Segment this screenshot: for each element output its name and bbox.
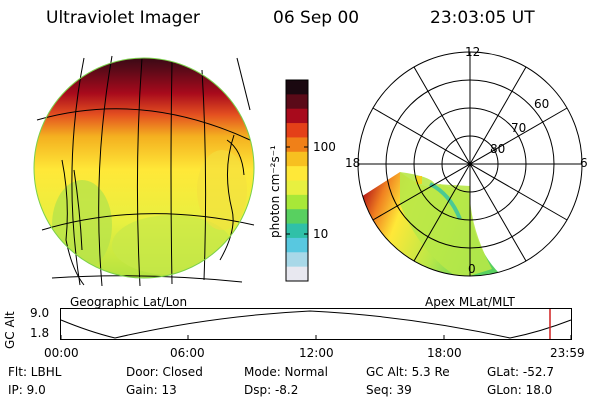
mode-field: Mode: Normal [244,365,328,379]
colorbar-swatch [286,180,308,196]
altitude-xtick-1: 06:00 [170,346,205,360]
altitude-xtick-2: 12:00 [299,346,334,360]
mlt-label-0: 0 [468,262,476,276]
lat-label-80: 80 [490,142,506,156]
flt-field: Flt: LBHL [8,365,62,379]
mlt-label-12: 12 [465,45,481,59]
altitude-ylabel: GC Alt [3,311,17,349]
colorbar-swatch [286,237,308,253]
colorbar-swatch [286,137,308,153]
mlt-label-18: 18 [345,156,361,170]
lat-label-70: 70 [511,121,527,135]
colorbar-swatch [286,108,308,124]
glon-field: GLon: 18.0 [487,383,553,397]
seq-field: Seq: 39 [366,383,412,397]
colorbar-swatch [286,123,308,138]
altitude-plot [60,308,572,340]
colorbar-swatch [286,80,308,95]
time-label: 23:03:05 UT [430,8,535,28]
globe-caption: Geographic Lat/Lon [70,295,188,309]
colorbar-tick-100: 100 [313,140,336,154]
colorbar [285,79,309,282]
colorbar-swatch [286,209,308,225]
glat-field: GLat: -52.7 [487,365,554,379]
instrument-title: Ultraviolet Imager [46,8,200,28]
altitude-xtick-4: 23:59 [550,346,585,360]
colorbar-swatch [286,223,308,239]
colorbar-unit-label: photon cm⁻²s⁻¹ [268,145,282,238]
gain-field: Gain: 13 [126,383,177,397]
colorbar-swatch [286,94,308,110]
gc-alt-field: GC Alt: 5.3 Re [366,365,450,379]
colorbar-swatch [286,194,308,210]
altitude-xtick-0: 00:00 [44,346,79,360]
globe-image [33,55,255,287]
altitude-ytick-low: 1.8 [30,326,50,340]
polar-plot [357,51,583,277]
altitude-ytick-high: 9.0 [30,306,50,320]
date-label: 06 Sep 00 [273,8,360,28]
colorbar-swatch [286,252,308,268]
door-field: Door: Closed [126,365,203,379]
altitude-xtick-3: 18:00 [427,346,462,360]
polar-caption: Apex MLat/MLT [425,295,515,309]
dsp-field: Dsp: -8.2 [244,383,299,397]
colorbar-swatch [286,151,308,167]
ip-field: IP: 9.0 [8,383,46,397]
colorbar-tick-10: 10 [313,227,329,241]
colorbar-swatch [286,266,308,282]
mlt-label-6: 6 [580,156,588,170]
colorbar-swatch [286,166,308,181]
lat-label-60: 60 [534,97,550,111]
